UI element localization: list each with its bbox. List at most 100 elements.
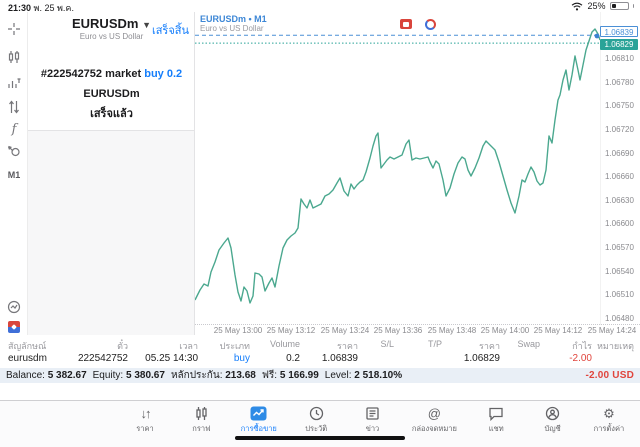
order-status: เสร็จแล้ว [90, 108, 133, 120]
summary-value: 2 518.10% [354, 370, 403, 381]
x-axis-tick: 25 May 13:48 [427, 326, 477, 335]
nav-item-4[interactable]: ประวัติ [299, 405, 333, 435]
pulse-circle-icon[interactable] [0, 296, 28, 318]
table-cell: 222542752 [77, 353, 128, 364]
order-symbol: EURUSDm [83, 88, 140, 100]
table-header-cell: ราคา [479, 341, 500, 351]
nav-label: กล่องจดหมาย [411, 424, 457, 433]
x-axis-tick: 25 May 14:00 [480, 326, 530, 335]
objects-icon[interactable] [0, 140, 28, 162]
y-axis-tick: 1.06750 [605, 101, 634, 111]
table-header-cell: สัญลักษณ์ [8, 341, 47, 351]
done-button[interactable]: เสร็จสิ้น [151, 25, 189, 37]
summary-value: 5 380.67 [126, 370, 165, 381]
x-axis-tick: 25 May 13:00 [213, 326, 263, 335]
nav-label: กราฟ [192, 424, 211, 433]
y-axis-tick: 1.06690 [605, 148, 634, 158]
table-cell: 05.25 14:30 [145, 353, 198, 364]
table-header-cell: กำไร [572, 341, 592, 351]
account-icon [545, 405, 560, 422]
function-icon[interactable]: f [11, 121, 17, 137]
arrows-icon: ↓↑ [140, 406, 152, 421]
table-cell: 1.06829 [463, 353, 500, 364]
nav-item-3[interactable]: การซื้อขาย [241, 405, 277, 435]
nav-label: แชท [488, 424, 504, 433]
status-time-date: 21:30 พ. 25 พ.ค. [8, 1, 74, 15]
order-action: buy 0.2 [144, 68, 183, 80]
x-axis-tick: 25 May 14:24 [587, 326, 637, 335]
nav-item-8[interactable]: บัญชี [536, 405, 570, 435]
table-cell: 1.06839 [321, 353, 358, 364]
calendar-event-icon[interactable] [400, 19, 412, 29]
table-cell: -2.00 [569, 353, 592, 364]
bid-price-tag: 1.06829 [600, 39, 638, 51]
chart-toolbar: f M1 [0, 12, 28, 335]
panel-symbol-name[interactable]: EURUSDm [71, 16, 139, 31]
nav-label: ประวัติ [305, 424, 328, 433]
account-summary-values: Balance: 5 382.67 Equity: 5 380.67 หลักประ… [6, 368, 408, 383]
x-axis-tick: 25 May 14:12 [533, 326, 583, 335]
nav-label: การตั้งค่า [593, 424, 625, 433]
price-line [195, 28, 601, 304]
nav-label: การซื้อขาย [240, 424, 277, 433]
x-axis-tick: 25 May 13:36 [373, 326, 423, 335]
account-summary: Balance: 5 382.67 Equity: 5 380.67 หลักประ… [0, 368, 640, 383]
panel-symbol-description: Euro vs US Dollar [79, 32, 144, 41]
nav-item-9[interactable]: ⚙ การตั้งค่า [592, 405, 626, 435]
nav-item-5[interactable]: ข่าว [355, 405, 389, 435]
floating-profit: -2.00 USD [585, 370, 634, 381]
y-axis-tick: 1.06480 [605, 313, 634, 323]
open-price-tag: 1.06839 [600, 26, 638, 38]
time-axis[interactable] [195, 324, 640, 325]
table-header-cell: Swap [517, 339, 540, 349]
table-cell [394, 353, 442, 364]
table-header-cell: Volume [269, 339, 300, 349]
y-axis-tick: 1.06510 [605, 290, 634, 300]
y-axis-tick: 1.06540 [605, 266, 634, 276]
table-header-cell: S/L [380, 339, 394, 349]
date-text: พ. 25 พ.ค. [33, 3, 74, 13]
table-row[interactable]: eurusdm 222542752 05.25 14:30 buy 0.2 1.06839… [8, 353, 634, 364]
summary-label: หลักประกัน: [170, 370, 226, 381]
candles-icon [194, 405, 209, 422]
nav-item-7[interactable]: แชท [479, 405, 513, 435]
trade-colors-icon[interactable] [0, 316, 28, 338]
summary-label: Balance: [6, 370, 48, 381]
indicators-icon[interactable] [0, 72, 28, 94]
x-axis-tick: 25 May 13:12 [266, 326, 316, 335]
home-indicator[interactable] [235, 436, 405, 440]
table-cell [500, 353, 540, 364]
gear-icon: ⚙ [603, 405, 615, 421]
price-scale[interactable]: 1.06810 1.06780 1.06750 1.06720 1.06690 1.066… [600, 12, 640, 325]
table-header-cell: ราคา [337, 341, 358, 351]
summary-value: 213.68 [225, 370, 256, 381]
chart-title: EURUSDm • M1 [200, 14, 267, 24]
nav-item-2[interactable]: กราฟ [184, 405, 218, 435]
table-header-cell: T/P [427, 339, 442, 349]
nav-item-6[interactable]: @ กล่องจดหมาย [412, 405, 457, 435]
table-header-cell: ตั๋ว [117, 341, 128, 351]
price-chart[interactable]: EURUSDm • M1 Euro vs US Dollar 1.06810 1.… [195, 12, 640, 335]
nav-item-1[interactable]: ↓↑ ราคา [128, 405, 162, 435]
y-axis-tick: 1.06810 [605, 54, 634, 64]
timeframe-button[interactable]: M1 [7, 170, 21, 180]
sliders-icon[interactable] [0, 96, 28, 118]
table-cell: 0.2 [286, 353, 300, 364]
panel-empty-area [28, 130, 194, 335]
table-cell [358, 353, 394, 364]
crosshair-icon[interactable] [0, 18, 28, 40]
positions-table: สัญลักษณ์ ตั๋ว เวลา ประเภท Volume ราคา S/L T/P ร… [0, 335, 640, 368]
summary-label: Equity: [92, 370, 126, 381]
table-cell: buy [233, 353, 250, 364]
symbol-header[interactable]: EURUSDm ▼ Euro vs US Dollar [28, 16, 195, 41]
last-price-dot [594, 33, 600, 39]
summary-value: 5 166.99 [279, 370, 319, 381]
table-header-cell: เวลา [179, 341, 198, 351]
nav-label: ราคา [136, 424, 154, 433]
chart-canvas[interactable] [195, 12, 640, 325]
summary-value: 5 382.67 [47, 370, 87, 381]
event-clock-icon[interactable] [425, 19, 436, 30]
candlestick-style-icon[interactable] [0, 46, 28, 68]
order-panel: EURUSDm ▼ Euro vs US Dollar เสร็จสิ้น #2… [28, 12, 195, 335]
y-axis-tick: 1.06600 [605, 219, 634, 229]
